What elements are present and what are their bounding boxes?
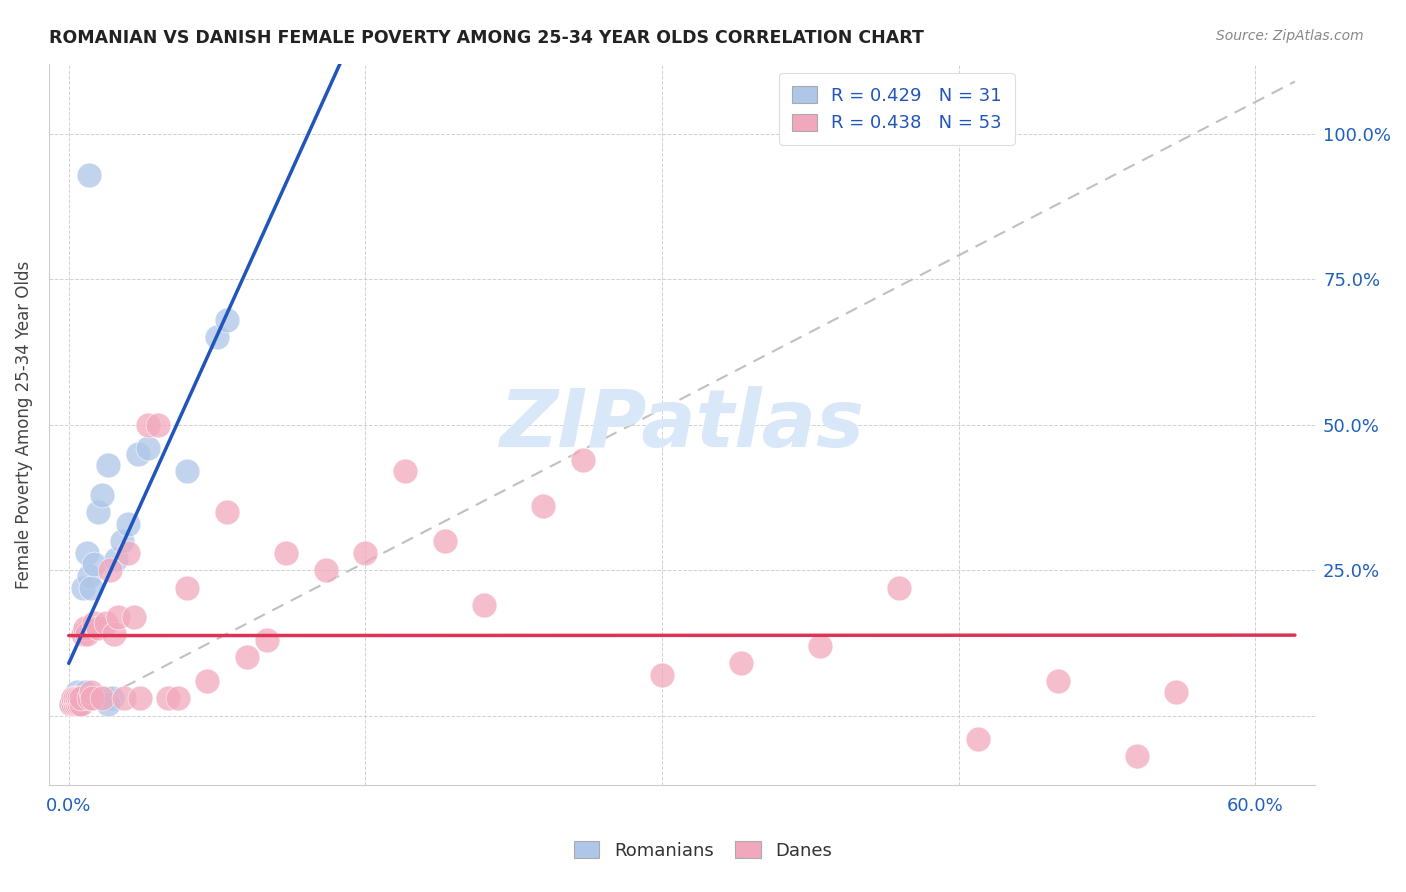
Point <box>394 464 416 478</box>
Point <box>62 691 84 706</box>
Point <box>62 697 84 711</box>
Point <box>63 697 86 711</box>
Point <box>82 691 104 706</box>
Point <box>59 697 82 711</box>
Point <box>112 691 135 706</box>
Legend: R = 0.429   N = 31, R = 0.438   N = 53: R = 0.429 N = 31, R = 0.438 N = 53 <box>779 73 1015 145</box>
Point <box>889 581 911 595</box>
Point <box>103 627 125 641</box>
Point <box>96 691 118 706</box>
Y-axis label: Female Poverty Among 25-34 Year Olds: Female Poverty Among 25-34 Year Olds <box>15 260 32 589</box>
Point <box>82 691 104 706</box>
Point <box>97 458 120 473</box>
Point <box>83 615 105 630</box>
Point <box>531 499 554 513</box>
Point <box>1125 749 1147 764</box>
Point <box>63 697 86 711</box>
Point <box>62 697 84 711</box>
Point <box>79 685 101 699</box>
Point <box>101 691 124 706</box>
Point <box>72 581 94 595</box>
Point <box>59 697 82 711</box>
Point <box>91 487 114 501</box>
Point <box>127 447 149 461</box>
Point <box>87 505 110 519</box>
Point <box>66 697 89 711</box>
Point <box>107 609 129 624</box>
Point <box>69 691 91 706</box>
Point <box>315 563 337 577</box>
Point <box>72 627 94 641</box>
Point <box>433 534 456 549</box>
Point <box>572 452 595 467</box>
Point <box>117 546 139 560</box>
Legend: Romanians, Danes: Romanians, Danes <box>567 834 839 867</box>
Point <box>472 598 495 612</box>
Point <box>67 697 90 711</box>
Point <box>808 639 831 653</box>
Point <box>97 697 120 711</box>
Point <box>176 581 198 595</box>
Point <box>66 697 89 711</box>
Point <box>63 691 86 706</box>
Point <box>67 697 90 711</box>
Point <box>156 691 179 706</box>
Text: Source: ZipAtlas.com: Source: ZipAtlas.com <box>1216 29 1364 43</box>
Point <box>215 505 238 519</box>
Point <box>122 609 145 624</box>
Point <box>111 534 134 549</box>
Point <box>256 632 278 647</box>
Point <box>87 621 110 635</box>
Point <box>91 691 114 706</box>
Point <box>195 673 218 688</box>
Point <box>730 657 752 671</box>
Point <box>205 330 228 344</box>
Point <box>69 691 91 706</box>
Point <box>235 650 257 665</box>
Point <box>136 441 159 455</box>
Point <box>73 621 96 635</box>
Point <box>66 685 89 699</box>
Point <box>77 569 100 583</box>
Point <box>105 551 128 566</box>
Point <box>98 563 121 577</box>
Point <box>136 417 159 432</box>
Point <box>66 691 89 706</box>
Point <box>69 697 91 711</box>
Point <box>967 731 990 746</box>
Point <box>62 691 84 706</box>
Point <box>146 417 169 432</box>
Point <box>96 615 118 630</box>
Point <box>83 558 105 572</box>
Point <box>117 516 139 531</box>
Point <box>79 581 101 595</box>
Point <box>67 691 90 706</box>
Point <box>63 691 86 706</box>
Point <box>76 627 98 641</box>
Point <box>651 668 673 682</box>
Point <box>166 691 188 706</box>
Point <box>129 691 152 706</box>
Point <box>276 546 298 560</box>
Text: ZIPatlas: ZIPatlas <box>499 385 865 464</box>
Point <box>77 168 100 182</box>
Point <box>1166 685 1188 699</box>
Point <box>1046 673 1069 688</box>
Text: ROMANIAN VS DANISH FEMALE POVERTY AMONG 25-34 YEAR OLDS CORRELATION CHART: ROMANIAN VS DANISH FEMALE POVERTY AMONG … <box>49 29 924 46</box>
Point <box>215 313 238 327</box>
Point <box>76 546 98 560</box>
Point <box>176 464 198 478</box>
Point <box>354 546 377 560</box>
Point <box>77 691 100 706</box>
Point <box>73 685 96 699</box>
